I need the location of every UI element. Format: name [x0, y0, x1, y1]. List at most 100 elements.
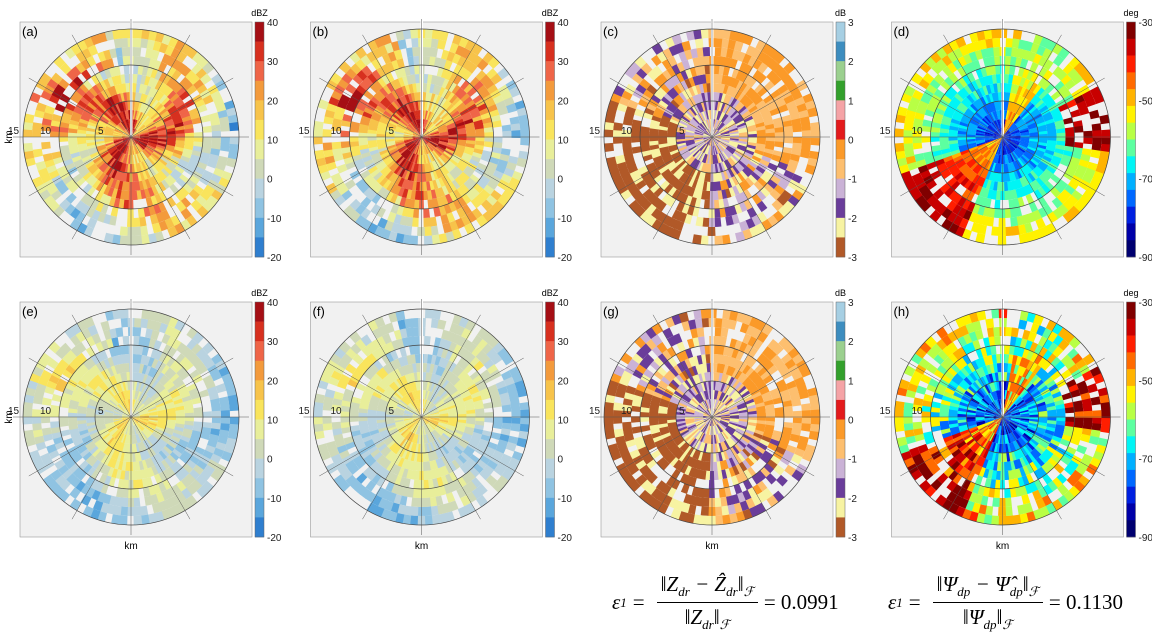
- colorbar-tick-label: -70: [1139, 175, 1152, 186]
- echo: [120, 309, 129, 319]
- colorbar-tick-label: 1: [848, 96, 854, 107]
- echo: [120, 226, 128, 236]
- echo: [111, 514, 121, 524]
- echo: [704, 56, 711, 65]
- colorbar-band: [836, 198, 845, 218]
- radar-panel: 1510(d)-30-50-70-90deg: [880, 8, 1152, 264]
- echo: [604, 143, 614, 152]
- colorbar-tick-label: 40: [267, 18, 279, 29]
- colorbar-tick-label: -3: [848, 253, 857, 264]
- ring-label: 10: [40, 126, 52, 137]
- colorbar-band: [1127, 22, 1136, 39]
- echo: [413, 56, 420, 65]
- panel-label: (d): [894, 24, 910, 39]
- colorbar-tick-label: -10: [267, 214, 282, 225]
- echo: [1004, 209, 1011, 218]
- echo: [124, 65, 130, 74]
- ring-label: 10: [912, 126, 924, 137]
- echo: [123, 56, 130, 65]
- colorbar-band: [836, 140, 845, 160]
- ring-label: 15: [589, 126, 601, 137]
- colorbar-tick-label: 3: [848, 18, 854, 29]
- colorbar-band: [1127, 89, 1136, 106]
- colorbar-band: [1127, 190, 1136, 207]
- echo: [995, 65, 1001, 74]
- ring-label: 15: [880, 126, 892, 137]
- colorbar-band: [1127, 207, 1136, 224]
- ring-label: 15: [299, 126, 311, 137]
- echo: [412, 47, 419, 56]
- echo: [133, 498, 140, 507]
- echo: [423, 209, 430, 218]
- colorbar-band: [836, 120, 845, 140]
- echo: [127, 218, 134, 227]
- echo: [124, 345, 130, 354]
- echo: [123, 336, 130, 345]
- ring-label: 5: [679, 126, 685, 137]
- echo: [714, 218, 721, 227]
- colorbar-tick-label: 10: [267, 136, 279, 147]
- panel-label: (a): [22, 24, 38, 39]
- echo: [705, 65, 711, 74]
- echo: [314, 121, 324, 130]
- colorbar-band: [255, 198, 264, 218]
- colorbar-band: [836, 218, 845, 238]
- colorbar-band: [255, 81, 264, 101]
- colorbar-tick-label: -30: [1139, 18, 1152, 29]
- echo: [134, 47, 142, 56]
- echo: [133, 480, 139, 489]
- echo: [703, 47, 710, 56]
- colorbar-band: [836, 42, 845, 62]
- colorbar-tick-label: -50: [1139, 96, 1152, 107]
- colorbar-band: [836, 22, 845, 42]
- colorbar-band: [255, 120, 264, 140]
- echo: [332, 142, 342, 150]
- echo: [1013, 30, 1023, 40]
- colorbar-band: [546, 237, 555, 257]
- colorbar-tick-label: -1: [848, 175, 857, 186]
- echo: [120, 29, 129, 39]
- echo: [994, 56, 1001, 65]
- colorbar-tick-label: 0: [267, 175, 273, 186]
- colorbar-band: [836, 81, 845, 101]
- echo: [134, 236, 143, 246]
- colorbar-band: [1127, 223, 1136, 240]
- colorbar-band: [546, 179, 555, 199]
- echo: [133, 489, 140, 498]
- echo: [134, 327, 142, 336]
- colorbar-unit: dBZ: [251, 8, 268, 18]
- echo: [41, 142, 51, 150]
- colorbar-band: [255, 42, 264, 62]
- colorbar-tick-label: 30: [558, 57, 570, 68]
- colorbar-tick-label: -90: [1139, 253, 1152, 264]
- colorbar-band: [255, 140, 264, 160]
- colorbar-tick-label: 10: [558, 136, 570, 147]
- colorbar-unit: dBZ: [542, 8, 559, 18]
- echo: [220, 143, 230, 152]
- echo: [323, 142, 333, 150]
- colorbar-band: [255, 237, 264, 257]
- echo: [410, 29, 419, 39]
- colorbar-tick-label: -2: [848, 214, 857, 225]
- echo: [127, 209, 133, 218]
- echo: [715, 236, 724, 246]
- echo: [692, 234, 702, 244]
- echo: [792, 125, 802, 133]
- colorbar-band: [546, 120, 555, 140]
- colorbar-band: [255, 218, 264, 238]
- colorbar-band: [255, 22, 264, 42]
- colorbar-band: [255, 179, 264, 199]
- radar-panel: 15105(c)3210-1-2-3dB: [589, 8, 857, 264]
- colorbar-band: [1127, 123, 1136, 140]
- colorbar-band: [546, 198, 555, 218]
- panel-label: (b): [313, 24, 329, 39]
- y-axis-label: km: [4, 130, 15, 143]
- colorbar-band: [836, 159, 845, 179]
- echo: [229, 122, 239, 131]
- colorbar-tick-label: 20: [558, 96, 570, 107]
- echo: [894, 128, 903, 137]
- echo: [714, 200, 720, 209]
- radar-panel: 15105(b)403020100-10-20dBZ: [299, 8, 573, 264]
- echo: [998, 236, 1007, 245]
